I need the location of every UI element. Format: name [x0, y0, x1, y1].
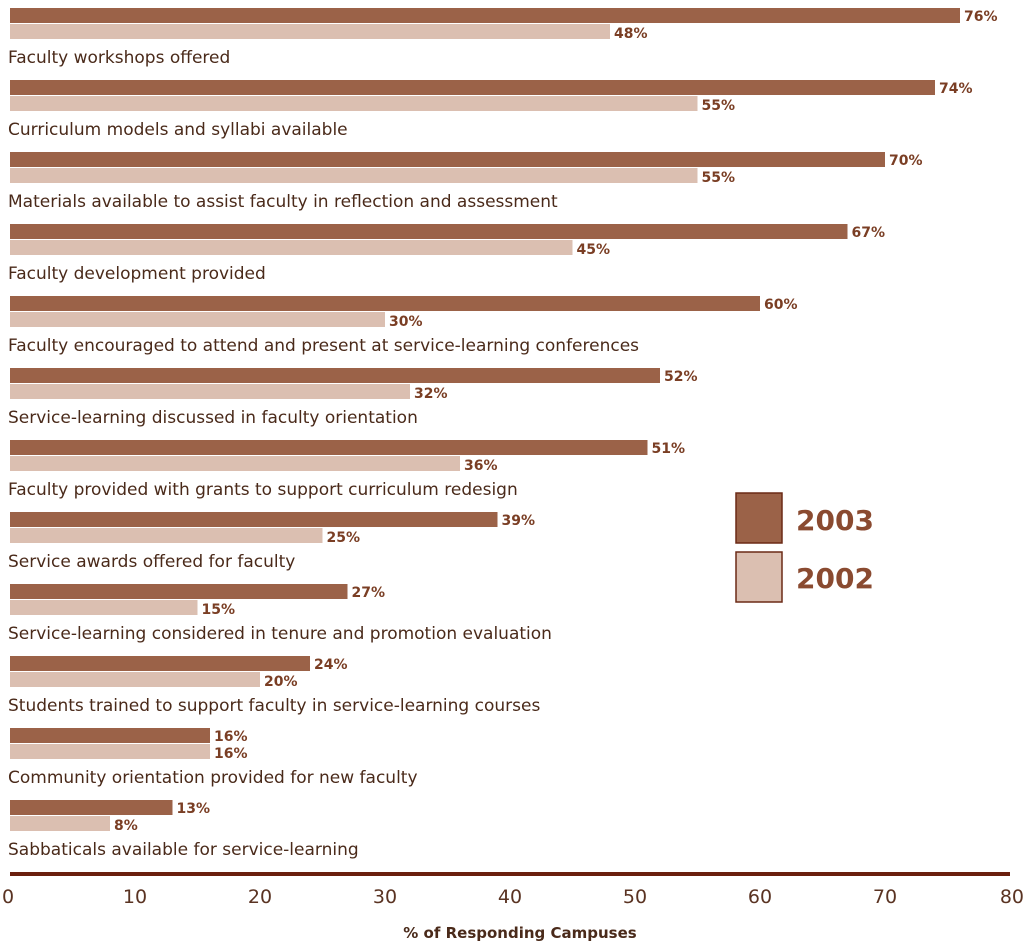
category-label: Faculty provided with grants to support … — [8, 480, 518, 500]
x-tick-label: 40 — [498, 886, 522, 908]
category-label: Faculty encouraged to attend and present… — [8, 336, 639, 356]
legend-swatch-2003 — [735, 492, 783, 544]
category-label: Students trained to support faculty in s… — [8, 696, 540, 716]
legend-label-2002: 2002 — [796, 562, 874, 595]
value-label-2002: 55% — [702, 98, 736, 114]
value-label-2002: 25% — [327, 530, 361, 546]
x-tick-label: 80 — [1000, 886, 1024, 908]
value-label-2003: 67% — [852, 225, 886, 241]
category-label: Service-learning considered in tenure an… — [8, 624, 552, 644]
value-label-2003: 27% — [352, 585, 386, 601]
bar-2002 — [10, 528, 323, 543]
bar-2002 — [10, 312, 385, 327]
value-label-2003: 24% — [314, 657, 348, 673]
value-label-2003: 16% — [214, 729, 248, 745]
value-label-2003: 39% — [502, 513, 536, 529]
category-label: Sabbaticals available for service-learni… — [8, 840, 359, 860]
value-label-2002: 30% — [389, 314, 423, 330]
category-label: Materials available to assist faculty in… — [8, 192, 558, 212]
x-tick-label: 0 — [2, 886, 14, 908]
bar-2002 — [10, 672, 260, 687]
legend-swatch-2002 — [735, 551, 783, 603]
bar-2002 — [10, 24, 610, 39]
bar-2002 — [10, 816, 110, 831]
value-label-2003: 70% — [889, 153, 923, 169]
value-label-2003: 76% — [964, 9, 998, 25]
value-label-2002: 45% — [577, 242, 611, 258]
bar-2003 — [10, 368, 660, 383]
value-label-2003: 74% — [939, 81, 973, 97]
value-label-2002: 32% — [414, 386, 448, 402]
x-tick-label: 70 — [873, 886, 897, 908]
value-label-2002: 16% — [214, 746, 248, 762]
bar-2003 — [10, 656, 310, 671]
category-label: Curriculum models and syllabi available — [8, 120, 348, 140]
value-label-2002: 20% — [264, 674, 298, 690]
bar-2003 — [10, 296, 760, 311]
bar-2002 — [10, 240, 573, 255]
category-label: Community orientation provided for new f… — [8, 768, 418, 788]
bar-2003 — [10, 80, 935, 95]
value-label-2002: 8% — [114, 818, 138, 834]
x-tick-label: 30 — [373, 886, 397, 908]
x-axis-title: % of Responding Campuses — [403, 924, 636, 942]
value-label-2002: 36% — [464, 458, 498, 474]
x-tick-label: 60 — [748, 886, 772, 908]
bar-2003 — [10, 224, 848, 239]
bar-2003 — [10, 584, 348, 599]
value-label-2003: 51% — [652, 441, 686, 457]
value-label-2003: 13% — [177, 801, 211, 817]
x-tick-label: 50 — [623, 886, 647, 908]
category-label: Faculty workshops offered — [8, 48, 230, 68]
x-tick-label: 10 — [123, 886, 147, 908]
bar-2003 — [10, 440, 648, 455]
category-label: Service-learning discussed in faculty or… — [8, 408, 418, 428]
bar-2003 — [10, 512, 498, 527]
bar-2002 — [10, 744, 210, 759]
bar-2002 — [10, 168, 698, 183]
bar-2003 — [10, 800, 173, 815]
value-label-2002: 55% — [702, 170, 736, 186]
value-label-2003: 60% — [764, 297, 798, 313]
category-label: Service awards offered for faculty — [8, 552, 295, 572]
bar-2002 — [10, 384, 410, 399]
bar-2003 — [10, 8, 960, 23]
value-label-2003: 52% — [664, 369, 698, 385]
bar-2002 — [10, 96, 698, 111]
value-label-2002: 48% — [614, 26, 648, 42]
bar-2003 — [10, 152, 885, 167]
x-axis-line — [10, 872, 1010, 876]
bar-2002 — [10, 600, 198, 615]
x-tick-label: 20 — [248, 886, 272, 908]
legend-label-2003: 2003 — [796, 504, 874, 537]
bar-2003 — [10, 728, 210, 743]
category-label: Faculty development provided — [8, 264, 266, 284]
bar-2002 — [10, 456, 460, 471]
value-label-2002: 15% — [202, 602, 236, 618]
